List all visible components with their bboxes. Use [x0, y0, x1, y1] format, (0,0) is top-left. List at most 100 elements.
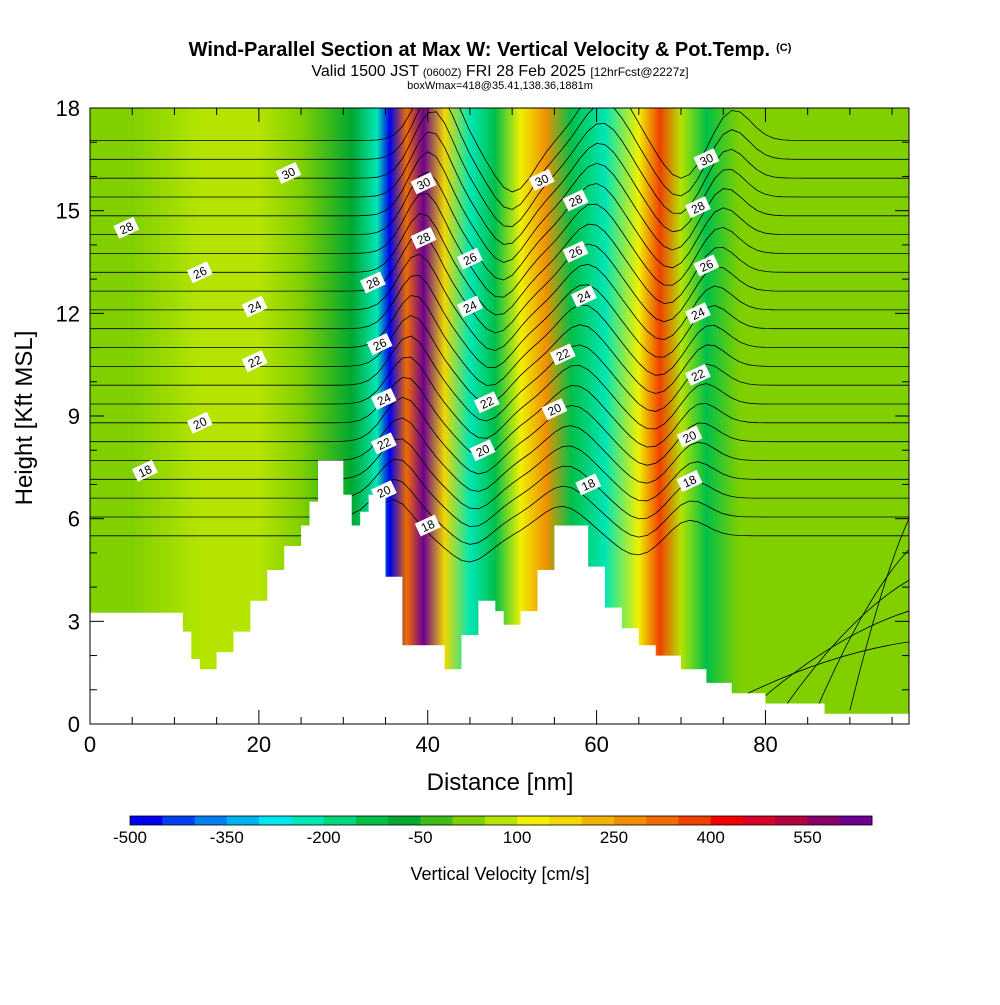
y-tick-label: 18: [56, 96, 80, 121]
chart-subtitle: Valid 1500 JST (0600Z) FRI 28 Feb 2025 […: [311, 63, 688, 80]
isentrope-label-box: [676, 470, 703, 492]
colorbar-label: Vertical Velocity [cm/s]: [410, 864, 589, 884]
colorbar-tick-label: -500: [113, 828, 147, 847]
isentrope-label-text: 24: [375, 390, 393, 408]
colorbar-swatch: [420, 816, 454, 825]
isentrope-label: 26: [366, 333, 393, 356]
colorbar-swatch: [130, 816, 163, 825]
isentrope-label-box: [562, 240, 589, 263]
colorbar-swatch: [194, 816, 228, 825]
isentrope-label-box: [693, 254, 720, 277]
chart-title: Wind-Parallel Section at Max W: Vertical…: [189, 39, 792, 61]
isentrope-label-box: [693, 148, 720, 171]
isentrope-label-text: 20: [681, 428, 699, 446]
isentrope-label: 18: [676, 470, 703, 492]
isentrope-label-box: [456, 247, 483, 270]
terrain: [90, 460, 909, 724]
isentrope-label: 30: [275, 162, 302, 184]
isentrope-label-box: [414, 514, 441, 537]
y-axis-label: Height [Kft MSL]: [11, 331, 38, 506]
isentrope-line: [90, 171, 909, 281]
isentrope-label: 30: [693, 148, 720, 171]
isentrope-label: 18: [575, 473, 602, 496]
isentrope-label: 22: [684, 363, 711, 386]
colorbar-swatch: [162, 816, 195, 825]
colorbar-swatch: [710, 816, 744, 825]
isentrope-label-box: [570, 285, 597, 308]
isentrope-line: [90, 314, 909, 404]
colorbar-tick-label: -350: [210, 828, 244, 847]
colorbar-swatch: [613, 816, 647, 825]
colorbar-swatch: [388, 816, 421, 825]
colorbar-frame: [129, 815, 873, 826]
colorbar-swatch: [581, 816, 615, 825]
isentrope-label-box: [456, 295, 483, 318]
isentrope-label-text: 22: [689, 366, 707, 384]
isentrope-label-box: [469, 439, 496, 462]
isentrope-label: 26: [456, 247, 483, 270]
isentrope-line: [90, 438, 909, 510]
axis-ticks: 0 20 40 60 80 0 3 6 9 12 15 18: [56, 96, 909, 757]
isentrope-label-text: 24: [461, 298, 479, 316]
isentrope-label-text: 28: [567, 192, 585, 210]
colorbar-swatch: [452, 816, 486, 825]
isentrope-label-box: [575, 473, 602, 496]
x-tick-label: 0: [84, 732, 96, 757]
subtitle-forecast: [12hrFcst@2227z]: [590, 65, 688, 79]
isentrope-label-text: 22: [554, 346, 572, 364]
colorbar-swatch: [678, 816, 712, 825]
isentrope-line: [90, 417, 909, 492]
isentrope-line: [90, 193, 909, 298]
isentrope-label: 28: [359, 271, 386, 294]
isentrope-label: 24: [241, 295, 268, 318]
isentrope-line: [90, 108, 909, 193]
y-tick-label: 6: [68, 507, 80, 532]
isentrope-label: 18: [131, 459, 158, 482]
x-tick-label: 40: [415, 732, 439, 757]
y-tick-label: 0: [68, 712, 80, 737]
isentrope-label-text: 20: [191, 414, 209, 432]
isentrope-label-box: [549, 343, 576, 366]
isentrope-label: 24: [456, 295, 483, 318]
isentrope-label-text: 18: [681, 472, 699, 490]
isentrope-line: [782, 579, 909, 711]
plot-area: 30 28 26 24 22 20 18 28 26 24 22 20 30 28 18 26 24 22 20 30…: [90, 108, 909, 724]
isentrope-label-text: 30: [415, 174, 433, 192]
isentrope-label-text: 22: [246, 352, 264, 370]
isentrope-label-text: 22: [478, 393, 496, 411]
subtitle-utc: (0600Z): [423, 67, 462, 79]
isentrope-label-text: 18: [579, 476, 597, 494]
isentrope-label: 28: [113, 216, 140, 239]
isentrope-label-text: 28: [364, 274, 382, 292]
isentrope-label: 18: [414, 514, 441, 537]
isentrope-label-text: 26: [567, 243, 585, 261]
isentrope-label-box: [370, 432, 397, 455]
isentrope-line: [90, 111, 909, 228]
isentrope-label-text: 18: [419, 517, 437, 535]
colorbar-tick-label: -50: [408, 828, 433, 847]
isentrope-label-box: [131, 459, 158, 482]
isentrope-line: [815, 549, 909, 711]
isentrope-label-box: [541, 398, 568, 421]
colorbar-swatch: [355, 816, 389, 825]
isentrope-label-box: [410, 172, 437, 195]
isentrope-line: [90, 478, 909, 545]
isentrope-label-text: 24: [246, 298, 264, 316]
y-tick-label: 12: [56, 301, 80, 326]
isentrope-label: 28: [410, 227, 437, 249]
isentrope-label-box: [684, 363, 711, 386]
isentrope-label-box: [684, 196, 711, 219]
colorbar-swatch: [291, 816, 324, 825]
colorbar-swatch: [549, 816, 583, 825]
isentrope-label: 24: [370, 387, 397, 410]
isentrope-label-text: 30: [280, 164, 298, 182]
isentrope-label-text: 26: [371, 335, 389, 353]
colorbar-swatch: [742, 816, 776, 825]
colorbar-swatch: [517, 816, 550, 825]
isentrope-line: [90, 131, 909, 245]
isentrope-line: [90, 253, 909, 351]
subtitle-valid-time: Valid 1500 JST: [311, 63, 422, 80]
isentrope-label: 20: [469, 439, 496, 462]
